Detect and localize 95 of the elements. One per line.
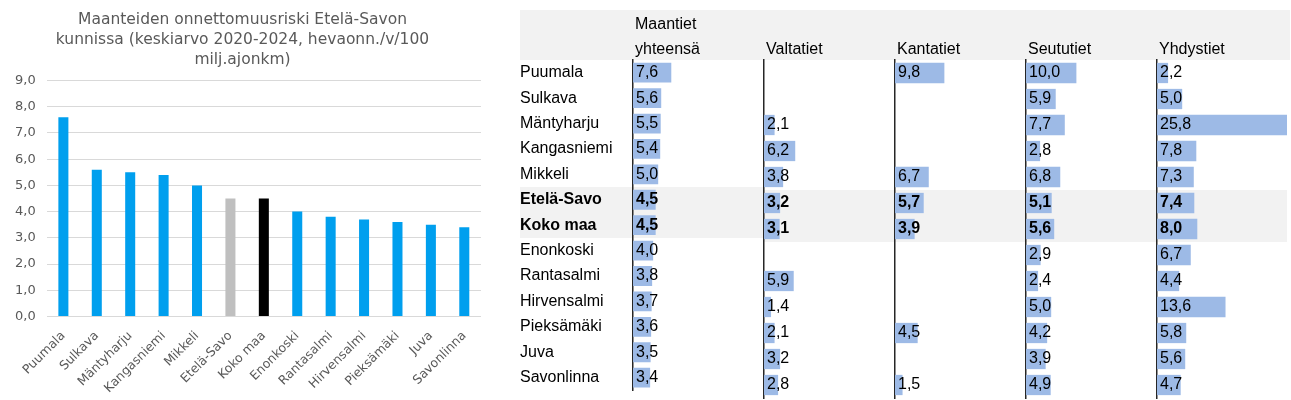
data-label: 5,6 [636, 88, 659, 106]
bar [91, 169, 102, 317]
data-label: 4,2 [1029, 323, 1052, 341]
data-label: 2,8 [767, 375, 790, 393]
data-label: 4,9 [1029, 375, 1052, 393]
data-label: 3,8 [767, 167, 790, 185]
data-label: 3,2 [767, 349, 790, 367]
data-label: 5,4 [636, 139, 659, 157]
bar [392, 222, 403, 317]
data-label: 4,5 [898, 323, 921, 341]
data-label: 2,4 [1029, 271, 1052, 289]
chart-title: Maanteiden onnettomuusriski Etelä-Savon kunnissa (keskiarvo 2020-2024, hevaonn./v/100 milj.ajonkm) [55, 10, 430, 69]
bar [125, 172, 136, 317]
y-tick-label: 8,0 [14, 98, 36, 114]
data-label: 5,9 [1029, 89, 1052, 107]
data-label: 7,8 [1160, 141, 1183, 159]
y-tick-label: Enonkoski [520, 241, 594, 259]
data-label: 7,3 [1160, 167, 1183, 185]
data-label: 2,1 [767, 115, 790, 133]
bar [459, 227, 470, 317]
bar [258, 198, 269, 317]
bar [192, 185, 203, 317]
data-label: 7,4 [1160, 193, 1183, 211]
data-label: 5,5 [636, 113, 659, 131]
data-label: 6,7 [1160, 245, 1183, 263]
data-label: 6,2 [767, 141, 790, 159]
data-label: 4,5 [636, 215, 659, 233]
bar [158, 174, 169, 317]
data-label: 3,6 [636, 317, 659, 335]
y-tick-label: Hirvensalmi [520, 291, 604, 309]
data-label: 5,0 [1160, 89, 1183, 107]
data-label: 7,7 [1029, 115, 1052, 133]
data-label: 3,7 [636, 291, 659, 309]
bar [292, 211, 303, 317]
data-label: 5,6 [1160, 349, 1183, 367]
data-label: 5,6 [1029, 219, 1052, 237]
y-tick-label: 9,0 [14, 71, 36, 87]
chart-title: Yhdystiet [1159, 40, 1226, 57]
y-tick-label: Rantasalmi [520, 266, 601, 284]
data-label: 5,0 [1029, 297, 1052, 315]
bar [359, 219, 370, 317]
data-label: 4,7 [1160, 375, 1183, 393]
data-label: 3,2 [767, 193, 790, 211]
y-tick-label: Mäntyharju [520, 113, 600, 131]
bar [425, 224, 436, 317]
data-label: 7,6 [636, 63, 659, 81]
data-label: 1,5 [898, 375, 921, 393]
data-label: 2,1 [767, 323, 790, 341]
data-label: 3,9 [1029, 349, 1052, 367]
bar [58, 117, 69, 317]
y-tick-label: 3,0 [14, 229, 36, 245]
data-label: 4,5 [636, 190, 659, 208]
data-label: 3,9 [898, 219, 921, 237]
bar [225, 198, 236, 317]
data-label: 3,4 [636, 368, 659, 386]
data-label: 5,9 [767, 271, 790, 289]
data-label: 4,0 [636, 241, 659, 259]
data-label: 1,4 [767, 297, 790, 315]
data-label: 6,8 [1029, 167, 1052, 185]
data-label: 5,0 [636, 164, 659, 182]
bar [325, 216, 336, 317]
data-label: 13,6 [1160, 297, 1192, 315]
y-tick-label: Kangasniemi [520, 139, 613, 157]
data-label: 9,8 [898, 63, 921, 81]
data-label: 5,8 [1160, 323, 1183, 341]
data-label: 5,7 [898, 193, 921, 211]
y-tick-label: Puumala [520, 63, 584, 81]
y-tick-label: 5,0 [14, 176, 36, 192]
bar [1157, 114, 1287, 136]
data-label: 10,0 [1029, 63, 1061, 81]
y-tick-label: Koko maa [520, 215, 597, 233]
y-tick-label: 0,0 [14, 307, 36, 323]
chart-title: Kantatiet [897, 40, 961, 57]
data-label: 3,1 [767, 219, 790, 237]
y-tick-label: Etelä-Savo [520, 190, 603, 208]
y-tick-label: 1,0 [14, 281, 36, 297]
y-tick-label: 4,0 [14, 202, 36, 218]
chart-title: Valtatiet [766, 40, 824, 57]
data-label: 3,8 [636, 266, 659, 284]
data-label: 2,2 [1160, 63, 1183, 81]
y-tick-label: 6,0 [14, 150, 36, 166]
chart-title: Maantiet yhteensä [635, 15, 701, 57]
data-label: 5,1 [1029, 193, 1052, 211]
data-label: 25,8 [1160, 115, 1192, 133]
data-label: 8,0 [1160, 219, 1183, 237]
y-tick-label: Mikkeli [520, 164, 569, 182]
data-label: 6,7 [898, 167, 921, 185]
data-label: 2,8 [1029, 141, 1052, 159]
y-tick-label: Sulkava [520, 88, 578, 106]
y-tick-label: 7,0 [14, 124, 36, 140]
data-label: 4,4 [1160, 271, 1183, 289]
y-tick-label: 2,0 [14, 255, 36, 271]
data-label: 3,5 [636, 342, 659, 360]
data-label: 2,9 [1029, 245, 1052, 263]
chart-title: Seututiet [1028, 40, 1092, 57]
